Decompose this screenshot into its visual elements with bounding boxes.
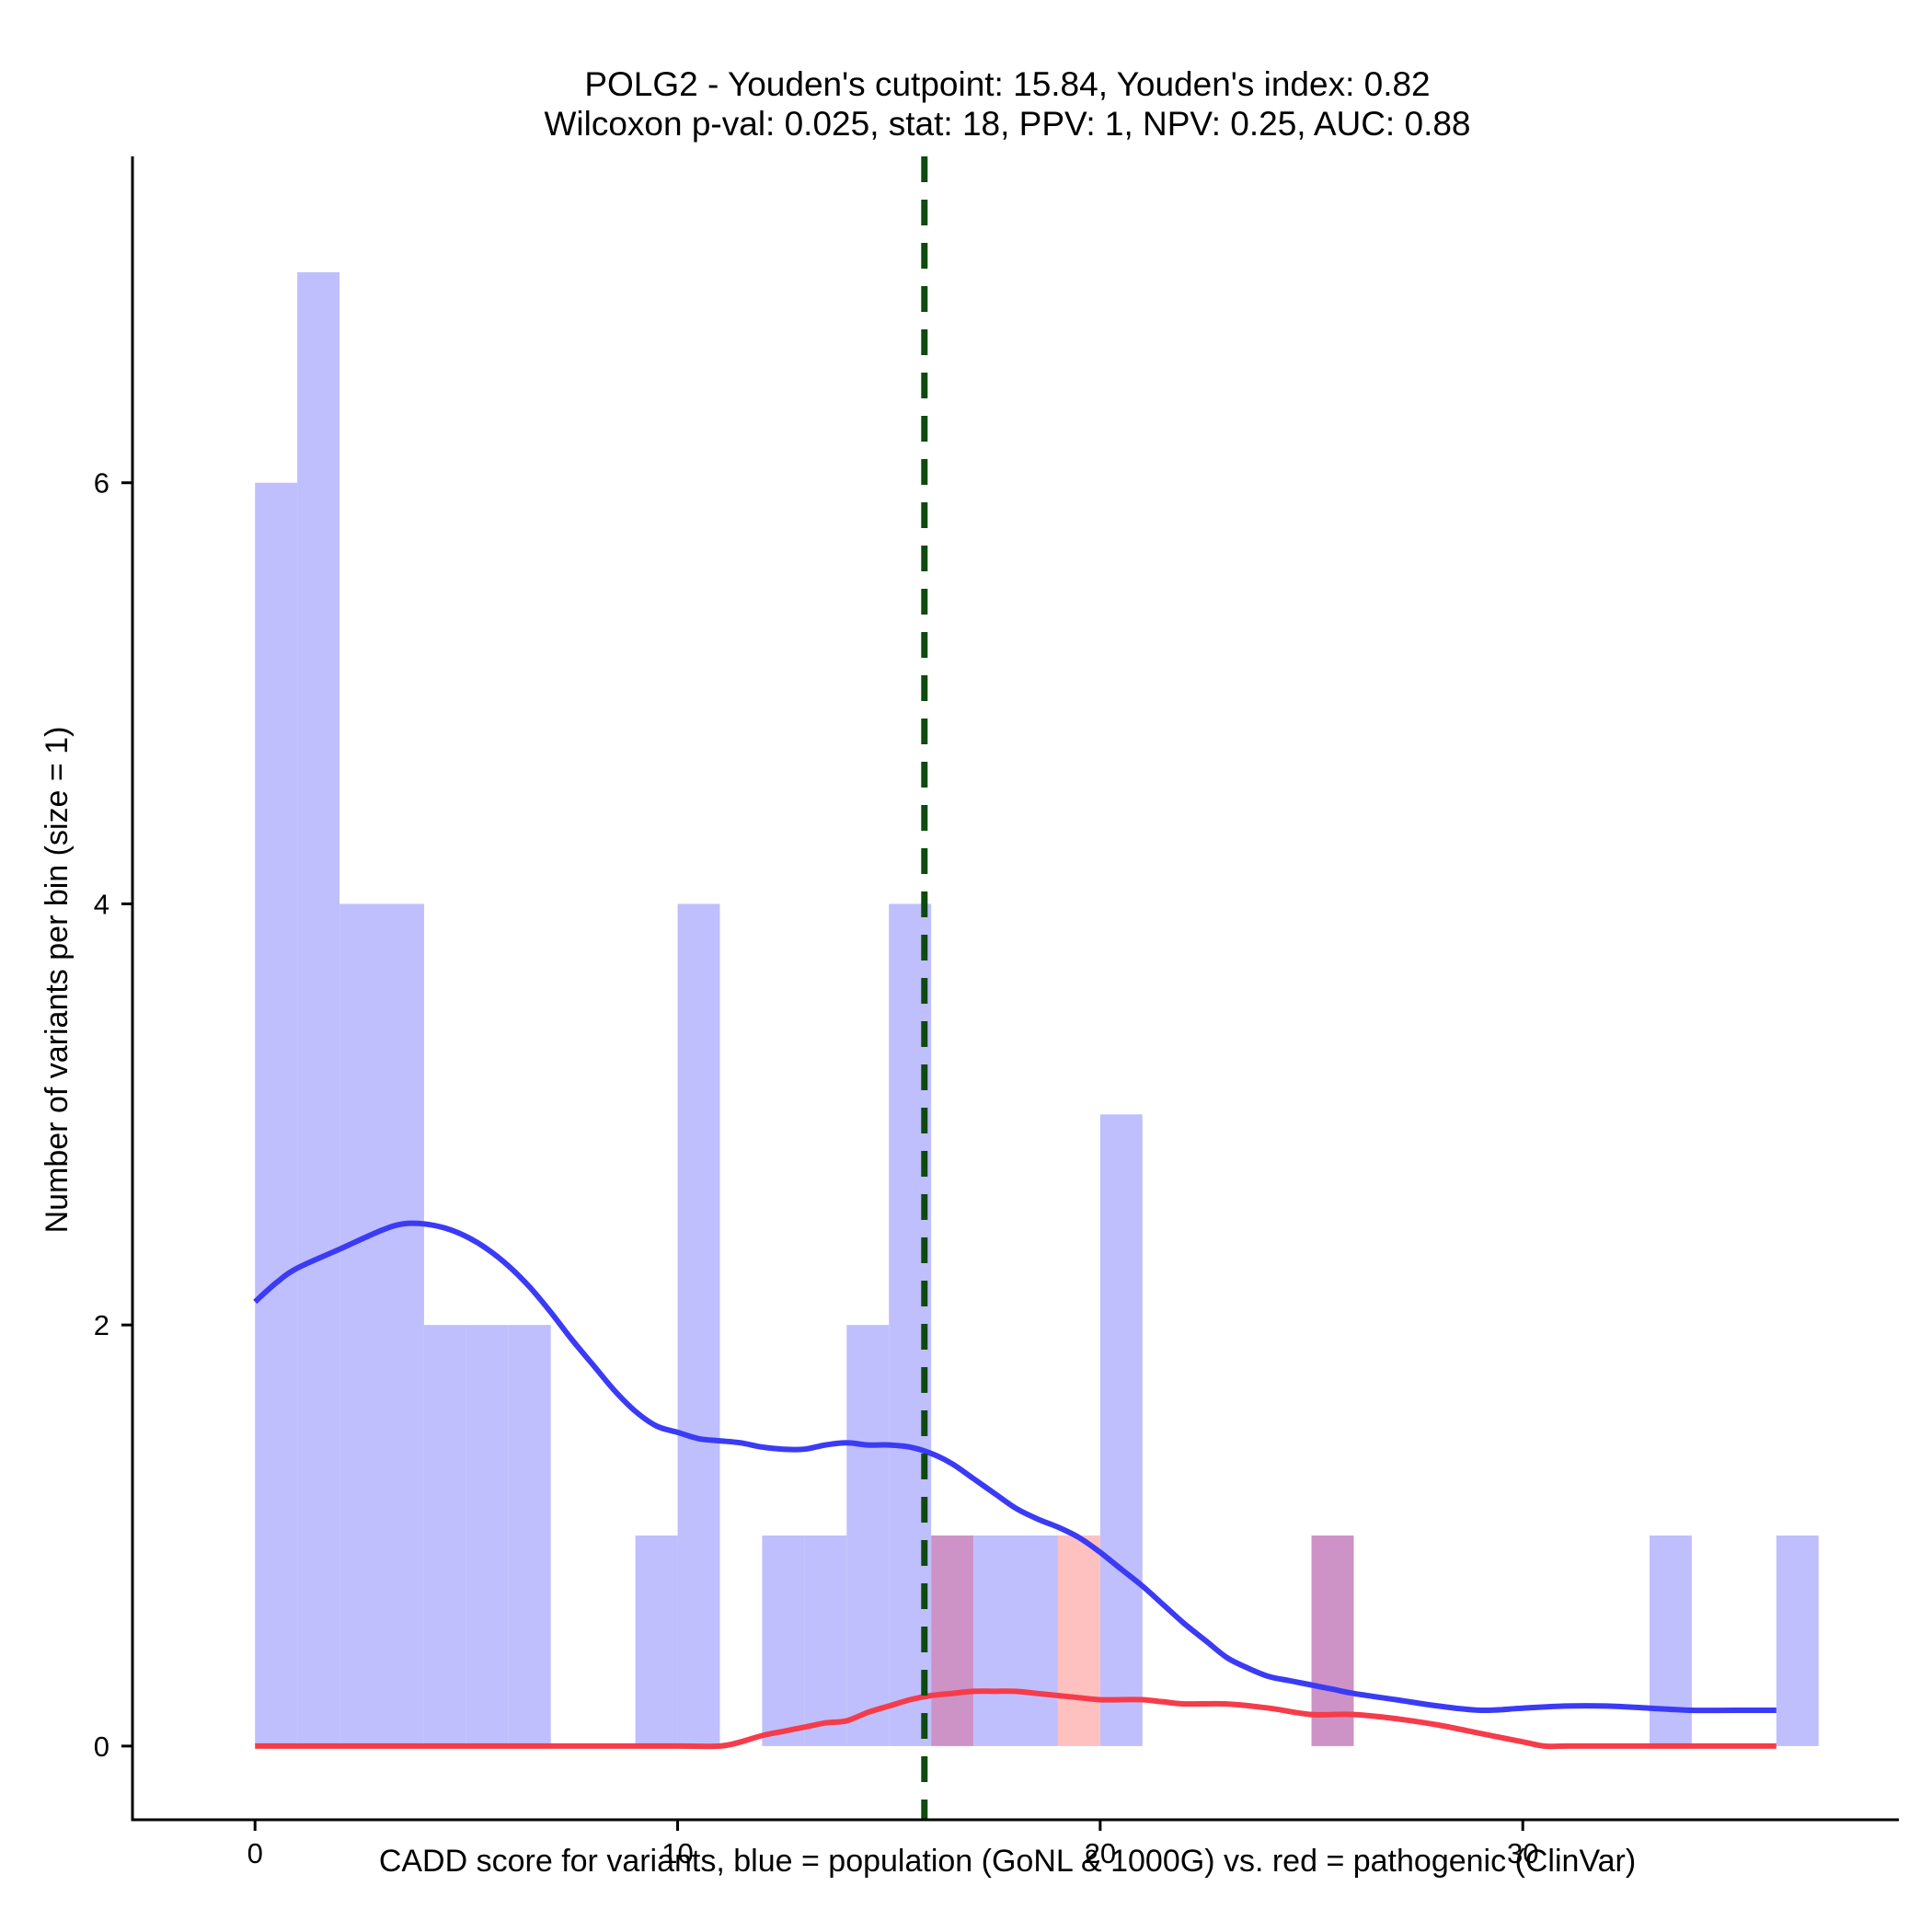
chart-title-line-2: Wilcoxon p-val: 0.025, stat: 18, PPV: 1,… [544,105,1470,143]
y-tick-label: 2 [94,1309,109,1341]
population-bar [677,903,720,1746]
population-density-line [253,1220,1777,1714]
tick-labels: 0 10 20 30 0 2 4 6 [94,467,1539,1869]
population-bar [762,1535,805,1746]
density-curves [253,1220,1777,1750]
chart-title-line-1: POLG2 - Youden's cutpoint: 15.84, Youden… [584,65,1430,103]
population-bar [508,1325,551,1746]
pathogenic-density-line [255,1688,1777,1750]
x-tick-label: 0 [247,1837,263,1869]
population-bar [635,1535,678,1746]
y-tick-label: 0 [94,1731,109,1763]
population-bar [973,1535,1016,1746]
axes [131,156,1899,1822]
population-bar [804,1535,847,1746]
y-tick-label: 6 [94,467,109,500]
x-tick-label: 20 [1085,1837,1116,1869]
histogram-bars [255,271,1819,1746]
x-tick-label: 30 [1507,1837,1538,1869]
population-bar [1016,1535,1058,1746]
population-bar [1099,1114,1143,1746]
population-bar [1776,1535,1819,1746]
population-bar [297,271,340,1746]
x-tick-label: 10 [661,1837,693,1869]
y-axis-title: Number of variants per bin (size = 1) [40,727,75,1234]
population-bar [339,903,383,1746]
pathogenic-bar [1057,1535,1100,1746]
population-bar [255,482,298,1746]
x-axis-title: CADD score for variants, blue = populati… [379,1844,1636,1879]
population-bar [846,1325,890,1746]
population-bar [1649,1535,1692,1746]
population-bar [466,1325,509,1746]
y-tick-label: 4 [94,888,109,920]
overlap-bar [1311,1535,1354,1746]
population-bar [423,1325,466,1746]
population-bar [382,903,424,1746]
overlap-bar [931,1535,974,1746]
